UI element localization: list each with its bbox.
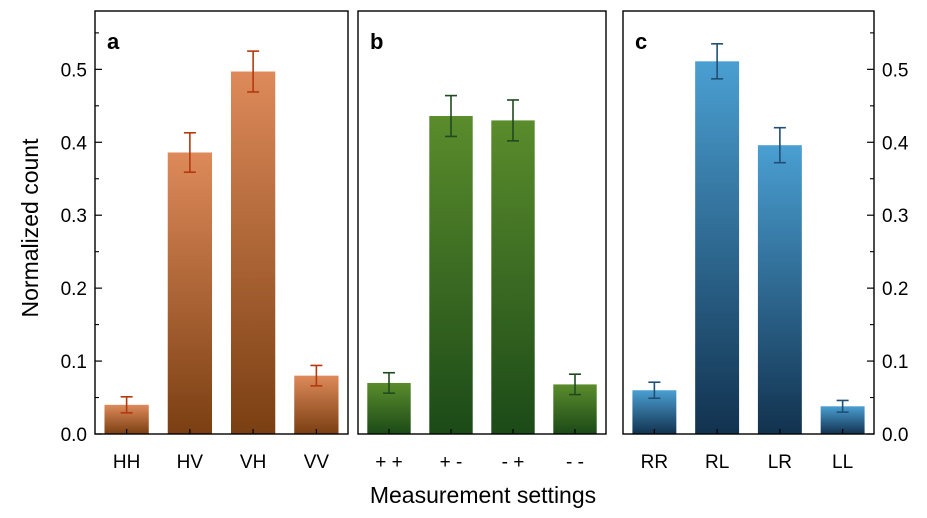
x-tick-label: HH [113,452,140,473]
x-tick-label: LR [768,452,792,473]
x-tick-label: + - [440,452,463,473]
x-tick-label: RL [705,452,729,473]
error-bar-b-2 [445,94,457,138]
panel-letter: c [635,29,647,54]
error-bar-a-3 [247,50,260,93]
panels: HH HV VH VV a 0.0 0.1 0.2 0.3 0.4 0.5 + + + - - + - - b… [61,10,909,473]
y-tick-label: 0.2 [61,279,87,300]
y-tick-label: 0.5 [882,60,908,81]
y-tick-label: 0.5 [61,60,87,81]
error-bar-c-2 [711,43,724,80]
y-tick-label: 0.4 [61,133,88,154]
bar-b-2 [429,116,473,434]
panel-c: RR RL LR LL c 0.0 0.1 0.2 0.3 0.4 0.5 [622,10,909,473]
y-tick-label: 0.0 [61,425,87,446]
y-tick-label: 0.4 [882,133,909,154]
y-tick-label: 0.1 [61,352,87,373]
bar-a-3 [230,71,276,434]
bar-a-2 [167,152,213,434]
y-axis-title: Normalized count [17,138,43,318]
bar-c-2 [695,61,740,434]
x-tick-label: VH [240,452,266,473]
error-bar-a-1 [120,396,133,414]
error-bar-b-1 [383,371,395,394]
error-bar-b-3 [507,99,519,142]
x-tick-label: + + [375,452,402,473]
error-bar-a-2 [183,131,196,173]
x-tick-label: LL [832,452,853,473]
y-tick-label: 0.3 [61,206,87,227]
bar-b-3 [491,120,535,435]
error-bar-c-3 [773,126,786,164]
y-tick-label: 0.0 [882,425,908,446]
error-bar-b-4 [569,373,581,396]
panel-a: HH HV VH VV a 0.0 0.1 0.2 0.3 0.4 0.5 [61,10,349,473]
panel-frame [94,10,349,435]
x-tick-label: - + [502,452,525,473]
x-tick-label: - - [566,452,584,473]
y-tick-label: 0.2 [882,279,908,300]
panel-frame [357,10,607,435]
y-tick-label: 0.1 [882,352,908,373]
panel-letter: a [107,29,120,54]
error-bar-a-4 [310,364,323,387]
bar-c-3 [757,145,802,434]
error-bar-c-4 [836,399,849,413]
panel-letter: b [370,29,383,54]
error-bar-c-1 [648,381,661,400]
x-axis-title: Measurement settings [370,482,596,508]
panel-b: + + + - - + - - b [357,10,607,473]
x-tick-label: HV [177,452,204,473]
x-tick-label: RR [641,452,668,473]
y-tick-label: 0.3 [882,206,908,227]
x-tick-label: VV [304,452,330,473]
panel-frame [622,10,875,435]
